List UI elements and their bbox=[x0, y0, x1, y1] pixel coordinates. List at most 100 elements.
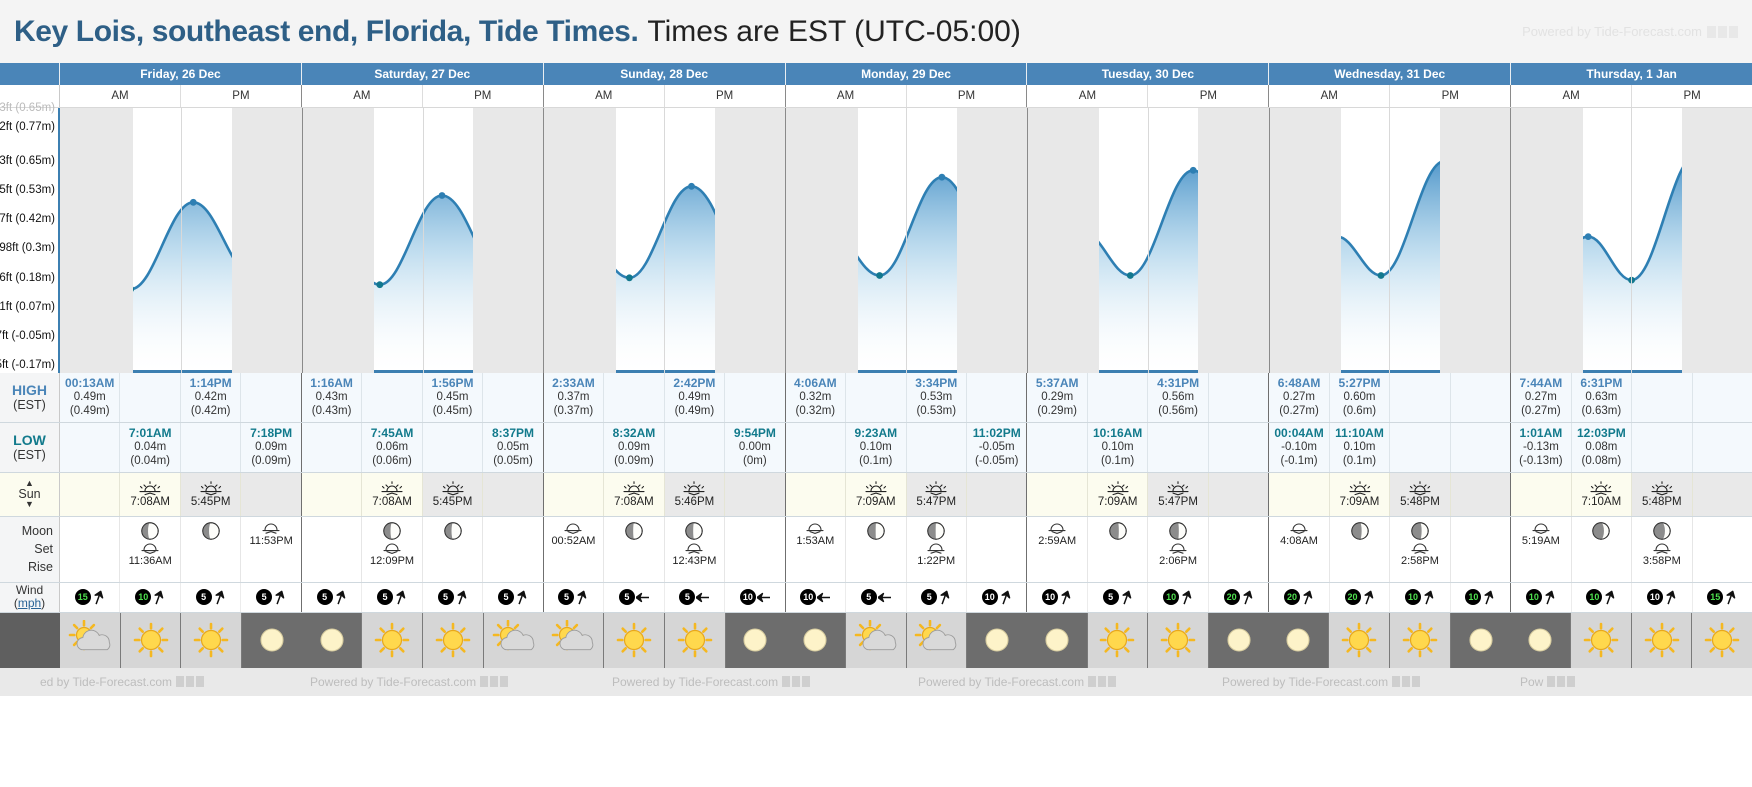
tide-cell: 5:27PM 0.60m (0.6m) bbox=[1329, 373, 1391, 422]
wind-cell[interactable]: 10 bbox=[1511, 582, 1572, 612]
weather-cell[interactable] bbox=[543, 612, 605, 668]
wind-cell[interactable]: 15 bbox=[1693, 583, 1752, 612]
weather-cell[interactable] bbox=[967, 613, 1027, 668]
wind-cell[interactable]: 5 bbox=[302, 582, 363, 612]
weather-cell[interactable] bbox=[1571, 612, 1632, 668]
weather-cell[interactable] bbox=[604, 612, 665, 668]
wind-cell[interactable]: 5 bbox=[241, 583, 300, 612]
tide-extreme-point-high[interactable] bbox=[1189, 166, 1197, 174]
weather-cell[interactable] bbox=[845, 612, 907, 668]
wind-cell[interactable]: 10 bbox=[1148, 582, 1209, 612]
wind-cell[interactable]: 10 bbox=[1390, 582, 1451, 612]
weather-cell[interactable] bbox=[1510, 612, 1571, 668]
weather-cell[interactable] bbox=[302, 612, 363, 668]
weather-cell[interactable] bbox=[60, 612, 121, 668]
tide-cell bbox=[422, 422, 484, 472]
moonset-icon bbox=[806, 522, 824, 534]
wind-cell[interactable]: 20 bbox=[1209, 583, 1268, 612]
tide-extreme-point-low[interactable] bbox=[876, 272, 883, 279]
weather-cell[interactable] bbox=[120, 612, 182, 668]
day-header-1[interactable]: Saturday, 27 Dec bbox=[302, 63, 544, 85]
wind-cell[interactable]: 10 bbox=[786, 582, 847, 612]
tide-extreme-point-low[interactable] bbox=[626, 274, 633, 282]
weather-cell[interactable] bbox=[423, 612, 484, 668]
wind-cell[interactable]: 15 bbox=[60, 582, 121, 612]
wind-cell[interactable]: 5 bbox=[483, 583, 542, 612]
weather-cell[interactable] bbox=[1209, 613, 1269, 668]
tide-cell bbox=[725, 373, 785, 422]
wind-cell[interactable]: 20 bbox=[1330, 582, 1391, 612]
wind-cell[interactable]: 10 bbox=[1451, 583, 1510, 612]
sun-cell bbox=[1692, 472, 1752, 516]
wind-cell[interactable]: 10 bbox=[1572, 582, 1633, 612]
weather-cell[interactable] bbox=[664, 612, 726, 668]
sun-cell: 7:08AM bbox=[604, 472, 665, 516]
wind-cell[interactable]: 5 bbox=[665, 582, 726, 612]
tide-height: 0.32m bbox=[799, 391, 832, 403]
weather-cell[interactable] bbox=[362, 612, 424, 668]
ampm-cell-am: AM bbox=[60, 85, 181, 107]
wind-speed-badge: 5 bbox=[437, 589, 454, 605]
weather-cell[interactable] bbox=[726, 613, 786, 668]
sun-day-group-5: 7:09AM 5:48PM bbox=[1269, 472, 1512, 516]
tide-extreme-point-high[interactable] bbox=[938, 173, 946, 181]
day-header-label: Friday, 26 Dec bbox=[140, 67, 221, 81]
tide-extreme-point-low[interactable] bbox=[1377, 272, 1385, 279]
weather-cell[interactable] bbox=[1269, 612, 1330, 668]
tide-extreme-point-high[interactable] bbox=[1584, 233, 1592, 240]
weather-cell[interactable] bbox=[1692, 612, 1752, 668]
wind-speed-badge: 10 bbox=[1646, 589, 1663, 605]
weather-cell[interactable] bbox=[1027, 612, 1088, 668]
wind-cell[interactable]: 5 bbox=[604, 582, 665, 612]
wind-cell[interactable]: 5 bbox=[907, 582, 967, 612]
wind-cell[interactable]: 5 bbox=[544, 582, 605, 612]
tide-extreme-point-low[interactable] bbox=[376, 281, 384, 289]
sun-cell: 5:45PM bbox=[422, 472, 484, 516]
day-header-3[interactable]: Monday, 29 Dec bbox=[786, 63, 1028, 85]
footer-watermark-bars-icon bbox=[480, 676, 509, 687]
weather-icon-partly-cloudy bbox=[551, 620, 594, 651]
wind-unit-link[interactable]: (mph) bbox=[13, 596, 46, 610]
wind-cell[interactable]: 10 bbox=[120, 582, 181, 612]
tide-cell: 00:13AM 0.49m (0.49m) bbox=[60, 373, 121, 422]
wind-cell[interactable]: 5 bbox=[846, 582, 907, 612]
wind-cell[interactable]: 5 bbox=[423, 582, 484, 612]
wind-cell[interactable]: 10 bbox=[967, 583, 1026, 612]
moon-cell: 5:19AM bbox=[1511, 516, 1572, 582]
tide-extreme-point-high[interactable] bbox=[688, 182, 695, 190]
y-axis-tick-2: 2.13ft (0.65m) bbox=[0, 155, 55, 167]
wind-cell[interactable]: 5 bbox=[362, 582, 423, 612]
wind-cell[interactable]: 20 bbox=[1269, 582, 1330, 612]
day-header-5[interactable]: Wednesday, 31 Dec bbox=[1269, 63, 1512, 85]
tide-height: 0.06m bbox=[376, 440, 409, 453]
day-header-6[interactable]: Thursday, 1 Jan bbox=[1511, 63, 1752, 85]
day-header-2[interactable]: Sunday, 28 Dec bbox=[544, 63, 786, 85]
moon-phase-icon bbox=[1592, 521, 1611, 540]
night-shade-pm bbox=[715, 108, 786, 373]
weather-cell[interactable] bbox=[242, 613, 302, 668]
day-header-4[interactable]: Tuesday, 30 Dec bbox=[1027, 63, 1270, 85]
weather-cell[interactable] bbox=[181, 612, 243, 668]
weather-cell[interactable] bbox=[1631, 612, 1693, 668]
tide-extreme-point-low[interactable] bbox=[1126, 272, 1134, 279]
weather-cell[interactable] bbox=[906, 612, 968, 668]
weather-cell[interactable] bbox=[483, 612, 544, 668]
tide-extreme-point-high[interactable] bbox=[438, 192, 446, 199]
weather-cell[interactable] bbox=[1329, 612, 1390, 668]
wind-cell[interactable]: 10 bbox=[1027, 582, 1088, 612]
day-header-0[interactable]: Friday, 26 Dec bbox=[60, 63, 302, 85]
tide-extreme-point-high[interactable] bbox=[189, 198, 197, 206]
weather-cell[interactable] bbox=[1389, 612, 1451, 668]
tide-time: 4:31PM bbox=[1157, 376, 1200, 390]
tide-graph: 2.13ft (0.65m) 2.52ft (0.77m) 2.13ft (0.65… bbox=[0, 102, 1752, 373]
weather-cell[interactable] bbox=[1148, 612, 1209, 668]
wind-cell[interactable]: 5 bbox=[181, 582, 242, 612]
weather-cell[interactable] bbox=[1451, 613, 1511, 668]
tide-cell: 1:01AM -0.13m (-0.13m) bbox=[1511, 422, 1572, 472]
weather-cell[interactable] bbox=[785, 612, 846, 668]
weather-cell[interactable] bbox=[1087, 612, 1149, 668]
wind-cell[interactable]: 10 bbox=[725, 583, 784, 612]
day-separator bbox=[1510, 108, 1512, 373]
wind-cell[interactable]: 10 bbox=[1632, 582, 1693, 612]
wind-cell[interactable]: 5 bbox=[1088, 582, 1149, 612]
